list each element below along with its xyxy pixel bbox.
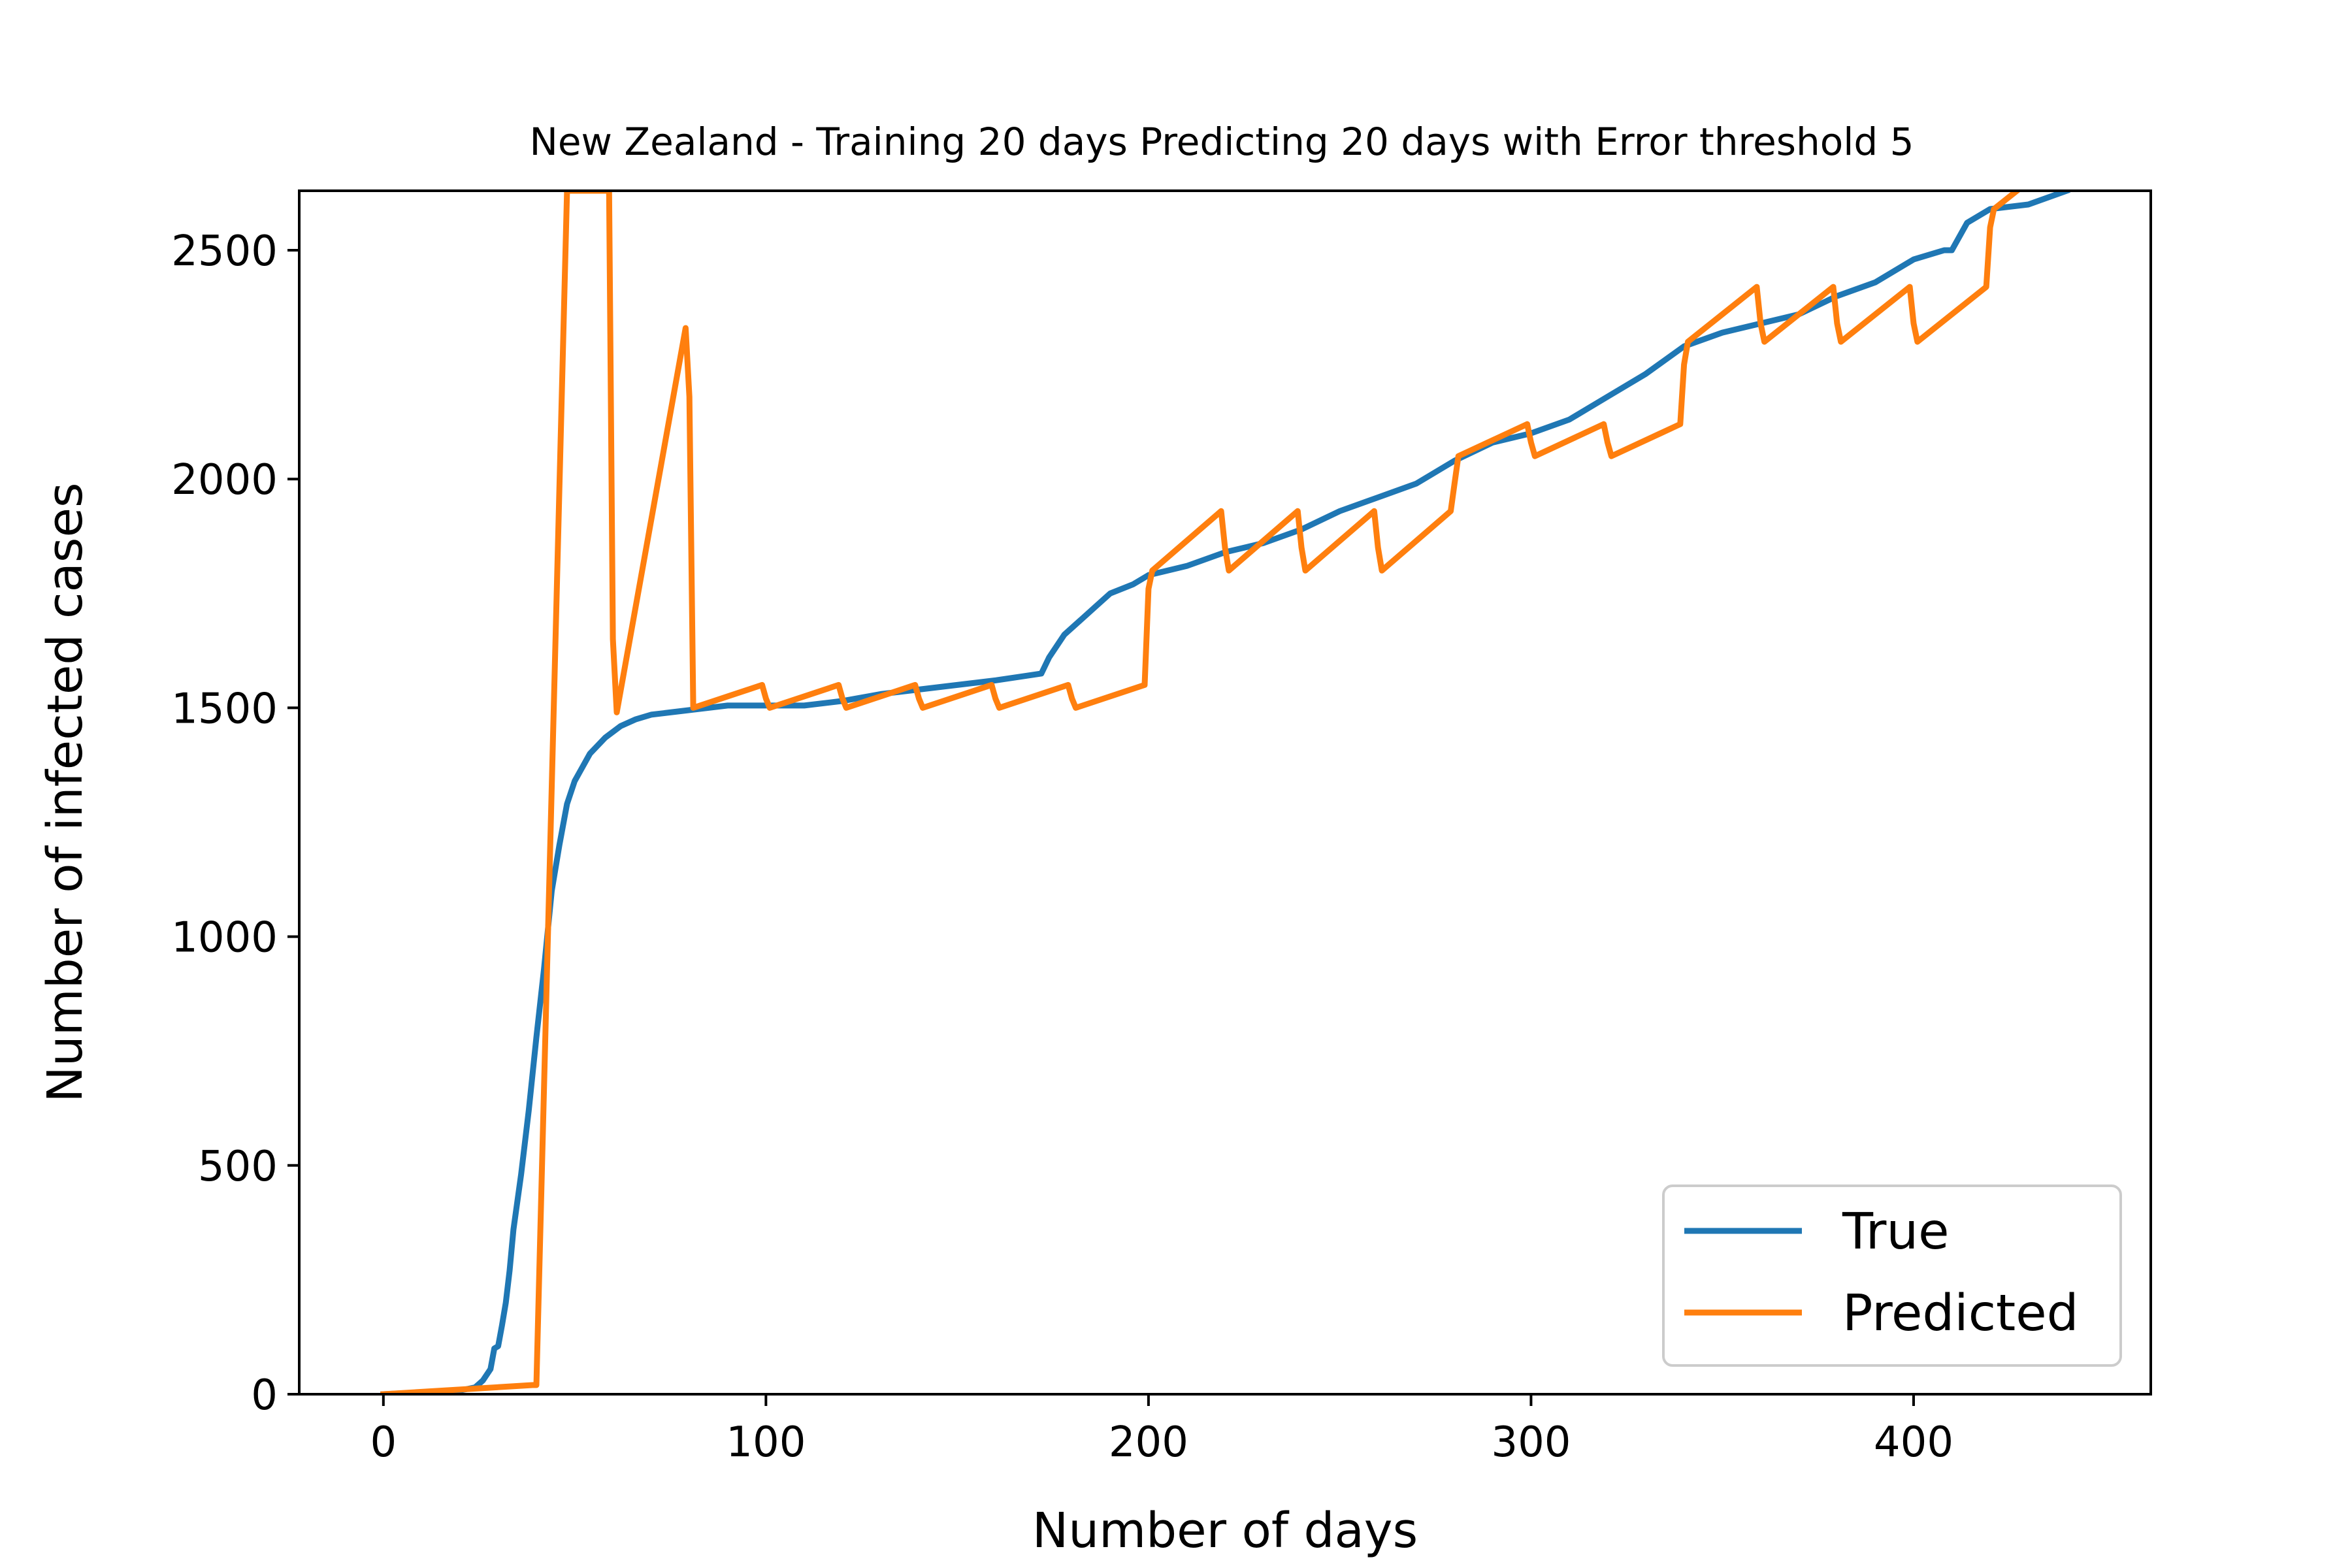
y-axis: 0 500 1000 1500 2000 2500 xyxy=(171,227,299,1420)
series-layer xyxy=(380,191,2070,1394)
plot-frame xyxy=(298,189,2152,1396)
series-line-true xyxy=(380,191,2070,1394)
y-axis-label: Number of infected cases xyxy=(37,482,93,1102)
y-tick-label: 500 xyxy=(198,1143,278,1191)
x-axis-label: Number of days xyxy=(1032,1503,1418,1559)
legend-predicted-label: Predicted xyxy=(1842,1284,2078,1343)
x-tick-label: 300 xyxy=(1491,1418,1571,1467)
x-tick-label: 100 xyxy=(726,1418,806,1467)
legend: True Predicted xyxy=(1662,1184,2122,1367)
chart-title: New Zealand - Training 20 days Predictin… xyxy=(529,120,1914,164)
series-line-predicted xyxy=(380,191,2021,1394)
y-tick-label: 1000 xyxy=(171,914,278,962)
x-axis: 0 100 200 300 400 xyxy=(370,1394,1953,1467)
legend-true-label: True xyxy=(1842,1203,1950,1261)
y-tick-label: 2500 xyxy=(171,227,278,276)
x-tick-label: 0 xyxy=(370,1418,397,1467)
y-tick-label: 1500 xyxy=(171,685,278,733)
x-tick-label: 400 xyxy=(1874,1418,1953,1467)
y-tick-label: 2000 xyxy=(171,456,278,504)
y-tick-label: 0 xyxy=(251,1371,278,1420)
x-tick-label: 200 xyxy=(1109,1418,1188,1467)
